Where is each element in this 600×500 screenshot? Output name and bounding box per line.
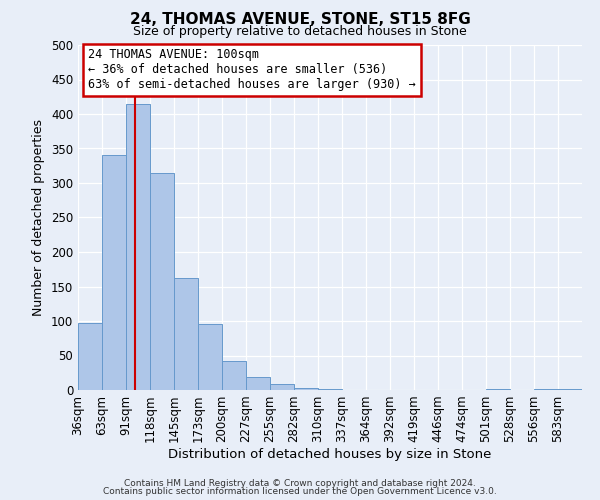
Text: Size of property relative to detached houses in Stone: Size of property relative to detached ho…	[133, 25, 467, 38]
Bar	[270, 384, 294, 390]
Bar	[150, 172, 174, 390]
Bar	[198, 324, 222, 390]
Text: Contains public sector information licensed under the Open Government Licence v3: Contains public sector information licen…	[103, 487, 497, 496]
Bar	[294, 388, 318, 390]
Bar	[246, 377, 270, 390]
Bar	[486, 388, 510, 390]
Bar	[126, 104, 150, 390]
Y-axis label: Number of detached properties: Number of detached properties	[32, 119, 46, 316]
Text: 24 THOMAS AVENUE: 100sqm
← 36% of detached houses are smaller (536)
63% of semi-: 24 THOMAS AVENUE: 100sqm ← 36% of detach…	[88, 48, 416, 92]
Text: 24, THOMAS AVENUE, STONE, ST15 8FG: 24, THOMAS AVENUE, STONE, ST15 8FG	[130, 12, 470, 28]
Bar	[102, 156, 126, 390]
Bar	[222, 361, 246, 390]
Bar	[78, 323, 102, 390]
X-axis label: Distribution of detached houses by size in Stone: Distribution of detached houses by size …	[169, 448, 491, 461]
Text: Contains HM Land Registry data © Crown copyright and database right 2024.: Contains HM Land Registry data © Crown c…	[124, 478, 476, 488]
Bar	[174, 278, 198, 390]
